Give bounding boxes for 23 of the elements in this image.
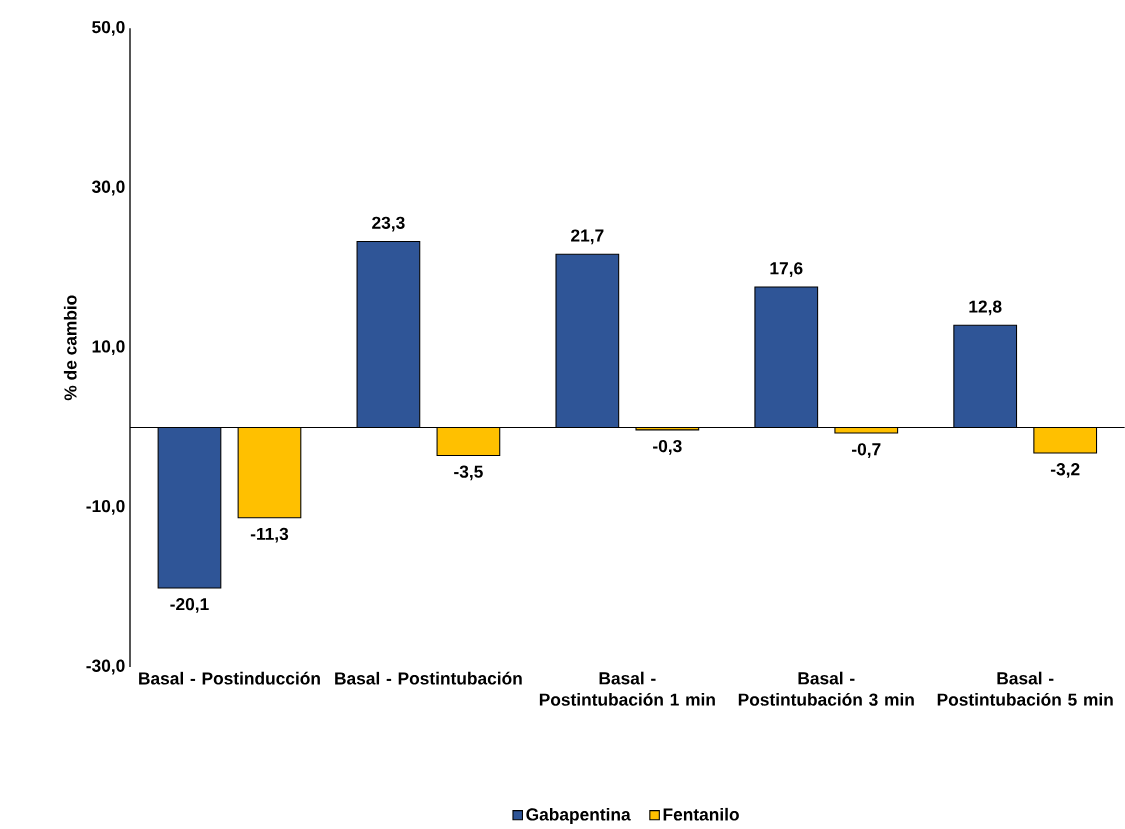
x-tick-label: Basal - Postinducción: [139, 671, 320, 685]
data-label: -0,3: [653, 439, 682, 455]
data-label: -3,5: [454, 465, 483, 481]
x-tick-label: Basal - Postintubación 5 min: [937, 671, 1113, 706]
data-label: -11,3: [250, 527, 289, 543]
y-tick-label: -10,0: [86, 499, 125, 515]
y-tick-label: 30,0: [91, 180, 125, 196]
data-label: 23,3: [372, 216, 405, 232]
data-label: 12,8: [969, 300, 1002, 316]
x-tick-label: Basal - Postintubación 3 min: [738, 671, 914, 706]
x-tick-label: Basal - Postintubación: [335, 671, 522, 685]
y-tick-label: -30,0: [86, 659, 125, 675]
data-label: -0,7: [852, 443, 881, 458]
x-tick-label: Basal - Postintubación 1 min: [539, 671, 715, 706]
data-label: 17,6: [770, 262, 803, 277]
y-tick-label: 50,0: [92, 20, 125, 36]
y-axis-title: % de cambio: [63, 295, 77, 401]
legend-label: Fentanilo: [663, 807, 739, 821]
data-label: 21,7: [571, 229, 604, 245]
legend-label: Gabapentina: [526, 807, 631, 825]
data-label: -20,1: [170, 598, 209, 613]
y-tick-label: 10,0: [92, 340, 125, 356]
data-label: -3,2: [1050, 463, 1080, 478]
